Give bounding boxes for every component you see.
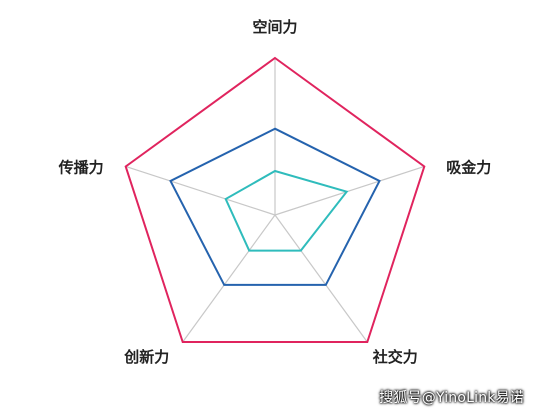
axis-label-1: 吸金力 (446, 159, 491, 177)
axis-label-0: 空间力 (252, 18, 297, 36)
series-polygon-0 (124, 56, 426, 343)
radar-spokes (125, 58, 425, 343)
series-polygon-1 (169, 127, 381, 286)
axis-label-4: 传播力 (58, 159, 104, 177)
spoke-1 (274, 165, 425, 216)
axis-label-2: 社交力 (372, 348, 418, 366)
spoke-2 (274, 214, 368, 343)
spoke-4 (125, 165, 276, 216)
series-polygon-2 (224, 169, 349, 252)
axis-label-3: 创新力 (123, 348, 169, 366)
watermark: 搜狐号@YinoLink易诺 (379, 390, 524, 406)
spoke-3 (182, 214, 276, 343)
radar-series (124, 56, 426, 343)
